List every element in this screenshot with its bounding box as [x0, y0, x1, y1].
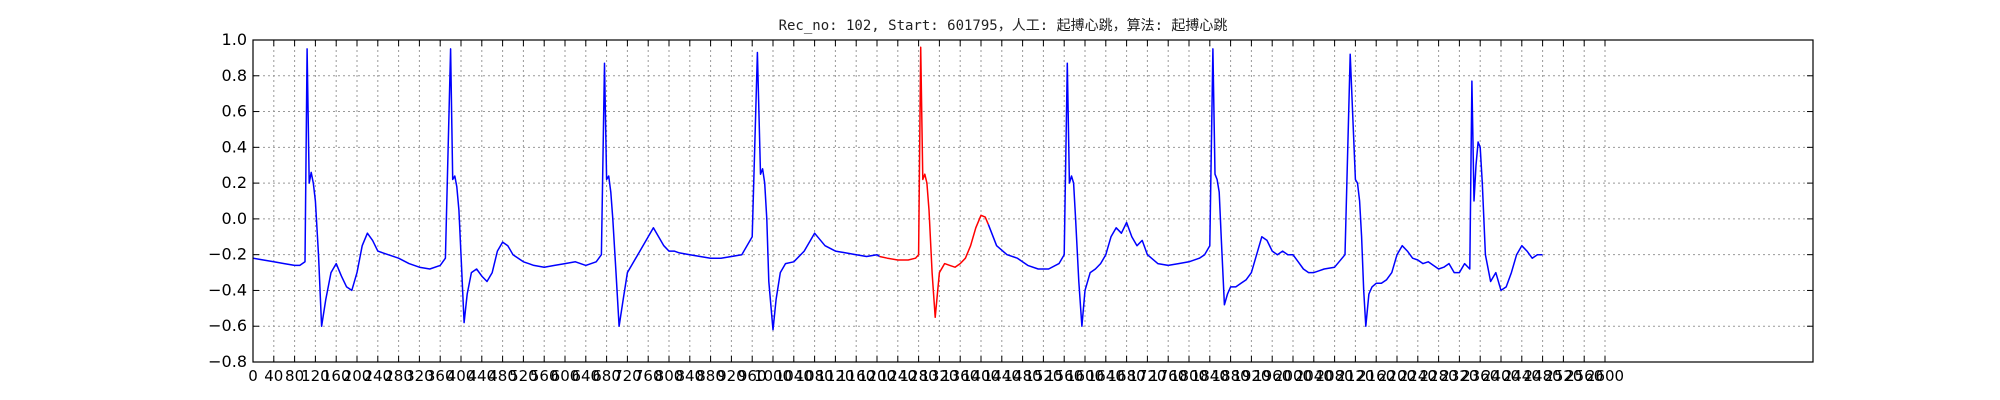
plot-frame	[252, 39, 1814, 363]
x-tick-label: 2000	[1274, 367, 1312, 385]
x-tick-label: 120	[301, 367, 330, 385]
x-tick-label: 1480	[1004, 367, 1042, 385]
y-tick-label: −0.4	[208, 280, 247, 299]
x-tick-label: 40	[264, 367, 283, 385]
chart-title: Rec_no: 102, Start: 601795，人工: 起搏心跳，算法: …	[779, 17, 1228, 34]
x-tick-label: 1240	[879, 367, 917, 385]
x-tick-label: 960	[738, 367, 767, 385]
x-tick-label: 280	[384, 367, 413, 385]
y-tick-label: 1.0	[222, 30, 247, 49]
y-axis: −0.8 −0.6 −0.4 −0.2 0.0 0.2 0.4 0.6 0.8 1.0	[208, 30, 1813, 371]
x-tick-label: 1520	[1024, 367, 1062, 385]
x-tick-label: 2480	[1524, 367, 1562, 385]
x-tick-label: 1880	[1212, 367, 1250, 385]
x-tick-label: 1280	[900, 367, 938, 385]
x-tick-label: 1040	[775, 367, 813, 385]
y-tick-label: −0.2	[208, 245, 247, 264]
x-tick-label: 760	[634, 367, 663, 385]
x-tick-label: 560	[530, 367, 559, 385]
x-tick-label: 1160	[837, 367, 875, 385]
x-tick-label: 1600	[1066, 367, 1104, 385]
x-tick-label: 2600	[1586, 367, 1624, 385]
x-tick-label: 200	[343, 367, 372, 385]
x-tick-label: 920	[717, 367, 746, 385]
x-tick-label: 1000	[754, 367, 792, 385]
x-tick-label: 2320	[1440, 367, 1478, 385]
x-tick-label: 320	[405, 367, 434, 385]
x-tick-label: 640	[571, 367, 600, 385]
x-tick-label: 600	[551, 367, 580, 385]
x-tick-label: 520	[509, 367, 538, 385]
y-tick-label: −0.6	[208, 316, 247, 335]
series-line-0	[252, 48, 881, 331]
x-tick-label: 680	[592, 367, 621, 385]
x-tick-label: 480	[488, 367, 517, 385]
y-tick-label: 0.6	[222, 102, 247, 121]
x-tick-label: 1680	[1108, 367, 1146, 385]
y-tick-label: 0.8	[222, 66, 247, 85]
series-line-2	[987, 48, 1543, 327]
x-tick-label: 1080	[796, 367, 834, 385]
x-tick-label: 1400	[962, 367, 1000, 385]
x-tick-label: 840	[675, 367, 704, 385]
x-tick-label: 2080	[1316, 367, 1354, 385]
x-axis: 0 40 8012016020024028032036040044048052056…	[248, 40, 1624, 385]
y-tick-label: 0.2	[222, 173, 247, 192]
x-tick-label: 160	[322, 367, 351, 385]
y-tick-label: 0.4	[222, 137, 247, 156]
y-tick-label: 0.0	[222, 209, 247, 228]
x-tick-label: 2360	[1461, 367, 1499, 385]
x-tick-label: 1720	[1128, 367, 1166, 385]
x-tick-label: 2200	[1378, 367, 1416, 385]
x-tick-label: 440	[467, 367, 496, 385]
x-tick-label: 1440	[983, 367, 1021, 385]
x-tick-label: 1640	[1087, 367, 1125, 385]
x-tick-label: 2160	[1357, 367, 1395, 385]
x-tick-label: 1760	[1149, 367, 1187, 385]
x-tick-label: 1320	[920, 367, 958, 385]
x-tick-label: 1800	[1170, 367, 1208, 385]
series-line-1	[879, 46, 989, 319]
x-tick-label: 1360	[941, 367, 979, 385]
x-tick-label: 2560	[1565, 367, 1603, 385]
x-tick-label: 1920	[1232, 367, 1270, 385]
x-tick-label: 2520	[1544, 367, 1582, 385]
grid	[253, 40, 1813, 362]
x-tick-label: 1120	[816, 367, 854, 385]
x-tick-label: 400	[447, 367, 476, 385]
x-tick-label: 880	[696, 367, 725, 385]
x-tick-label: 1200	[858, 367, 896, 385]
x-tick-label: 1840	[1191, 367, 1229, 385]
x-tick-label: 240	[363, 367, 392, 385]
x-tick-label: 2400	[1482, 367, 1520, 385]
series-group	[252, 46, 1543, 331]
x-tick-label: 0	[248, 367, 258, 385]
x-tick-label: 2240	[1399, 367, 1437, 385]
x-tick-label: 2040	[1295, 367, 1333, 385]
x-tick-label: 800	[655, 367, 684, 385]
x-tick-label: 360	[426, 367, 455, 385]
x-tick-label: 1960	[1253, 367, 1291, 385]
y-tick-label: −0.8	[208, 352, 247, 371]
x-tick-label: 720	[613, 367, 642, 385]
x-tick-label: 2120	[1336, 367, 1374, 385]
x-tick-label: 2280	[1420, 367, 1458, 385]
x-tick-label: 80	[285, 367, 304, 385]
x-tick-label: 1560	[1045, 367, 1083, 385]
x-tick-label: 2440	[1503, 367, 1541, 385]
